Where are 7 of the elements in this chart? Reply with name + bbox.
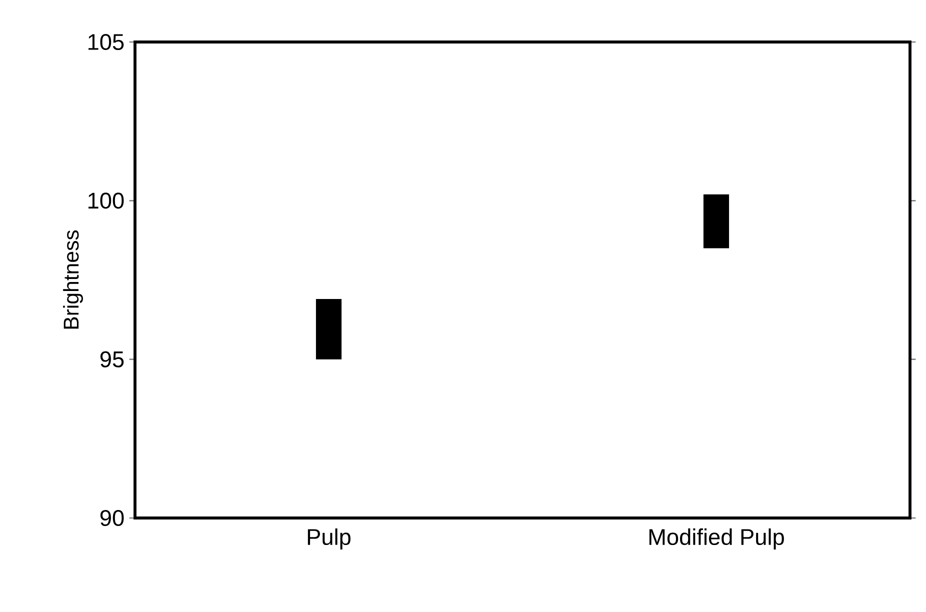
- y-tick-label: 90: [100, 510, 124, 526]
- x-tick-label: Pulp: [308, 528, 350, 550]
- x-tick-label: Modified Pulp: [649, 528, 784, 550]
- y-tick-label: 95: [100, 351, 124, 368]
- y-tick-label: 100: [88, 192, 124, 209]
- y-axis-title: Brightness: [63, 230, 83, 329]
- y-tick-label: 105: [88, 34, 124, 50]
